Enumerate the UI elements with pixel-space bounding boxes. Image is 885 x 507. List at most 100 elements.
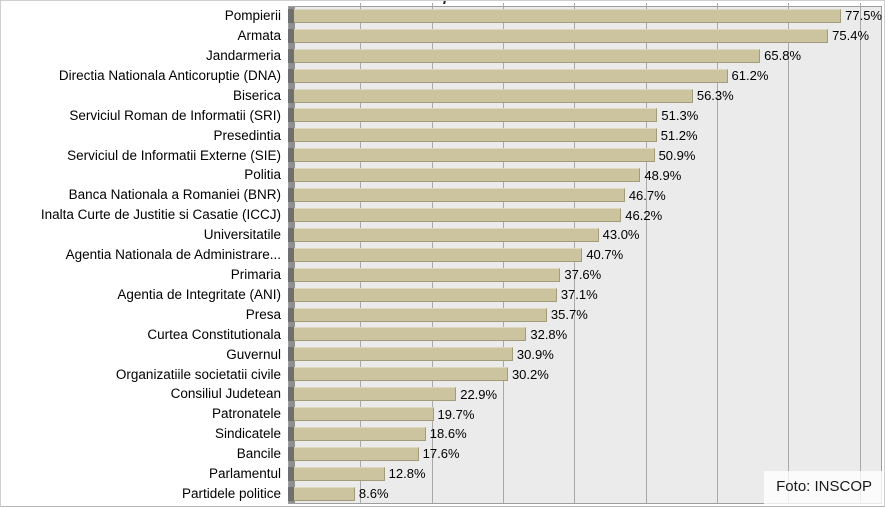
bar bbox=[288, 347, 513, 362]
bar bbox=[287, 168, 641, 183]
bar-row: Biserica 56.3% bbox=[1, 87, 882, 104]
bar-row: Guvernul 30.9% bbox=[1, 346, 882, 362]
bar-row: Partidele politice 8.6% bbox=[1, 485, 882, 502]
value-label: 65.8% bbox=[764, 48, 802, 64]
category-label: Sindicatele bbox=[214, 426, 281, 442]
bar-row: Consiliul Judetean 22.9% bbox=[1, 387, 882, 402]
value-label: 50.9% bbox=[658, 147, 696, 163]
category-label: Jandarmeria bbox=[205, 48, 281, 64]
gridline bbox=[645, 3, 647, 503]
bar-row: Parlamentul 12.8% bbox=[1, 466, 882, 482]
bar-row: Serviciul Roman de Informatii (SRI) 51.3% bbox=[1, 107, 882, 123]
bar-track: 48.9% bbox=[287, 167, 882, 183]
bar-track: 18.6% bbox=[288, 426, 882, 442]
bar bbox=[288, 88, 693, 103]
bar-row: Presa 35.7% bbox=[1, 306, 882, 323]
value-label: 17.6% bbox=[422, 446, 460, 462]
bar-track: 30.9% bbox=[288, 347, 882, 362]
bar-row: Armata 75.4% bbox=[1, 28, 882, 44]
category-label: Directia Nationala Anticoruptie (DNA) bbox=[58, 67, 281, 83]
bar bbox=[288, 407, 434, 422]
category-label: Presa bbox=[245, 306, 281, 322]
bar-track: 35.7% bbox=[288, 307, 882, 323]
bar bbox=[287, 48, 761, 63]
category-label: Agentia de Integritate (ANI) bbox=[117, 286, 281, 302]
bar bbox=[288, 128, 657, 143]
category-label: Organizatiile societatii civile bbox=[115, 366, 281, 382]
bar-track: 56.3% bbox=[288, 88, 882, 104]
value-label: 40.7% bbox=[586, 247, 624, 263]
bar-track: 75.4% bbox=[287, 28, 882, 44]
gridline bbox=[716, 3, 718, 503]
bar-row: Primaria 37.6% bbox=[1, 266, 882, 283]
value-label: 51.3% bbox=[661, 107, 699, 123]
bar-track: 8.6% bbox=[288, 486, 882, 502]
category-label: Inalta Curte de Justitie si Casatie (ICC… bbox=[40, 207, 281, 223]
category-label: Pompierii bbox=[224, 8, 281, 24]
bar-track: 32.8% bbox=[287, 327, 882, 342]
bar-row: Politia 48.9% bbox=[1, 167, 882, 183]
bar bbox=[288, 367, 508, 382]
category-label: Presedintia bbox=[213, 127, 281, 143]
category-label: Bancile bbox=[236, 446, 281, 462]
bar-row: Universitatile 43.0% bbox=[1, 227, 882, 243]
category-label: Politia bbox=[244, 167, 281, 183]
bar-track: 50.9% bbox=[288, 147, 882, 163]
bar bbox=[287, 267, 561, 282]
bar-track: 17.6% bbox=[288, 446, 882, 462]
bar bbox=[288, 307, 547, 322]
category-label: Guvernul bbox=[226, 346, 281, 362]
bar-track: 61.2% bbox=[288, 68, 882, 84]
bar bbox=[287, 8, 842, 23]
category-label: Serviciul de Informatii Externe (SIE) bbox=[67, 147, 281, 163]
bar bbox=[287, 387, 457, 402]
category-label: Primaria bbox=[230, 266, 281, 282]
bar-track: 22.9% bbox=[287, 387, 882, 402]
value-label: 37.6% bbox=[564, 267, 602, 283]
category-label: Partidele politice bbox=[181, 485, 281, 501]
category-label: Serviciul Roman de Informatii (SRI) bbox=[69, 107, 281, 123]
value-label: 8.6% bbox=[358, 486, 389, 502]
value-label: 19.7% bbox=[437, 406, 475, 422]
value-label: 56.3% bbox=[696, 88, 734, 104]
bar bbox=[287, 28, 829, 43]
bar-track: 40.7% bbox=[287, 247, 882, 263]
bar bbox=[288, 486, 355, 501]
category-label: Agentia Nationala de Administrare... bbox=[65, 247, 281, 263]
source-watermark: Foto: INSCOP bbox=[764, 471, 884, 504]
bar bbox=[287, 108, 658, 123]
bar bbox=[288, 227, 599, 242]
category-label: Banca Nationala a Romaniei (BNR) bbox=[68, 187, 281, 203]
value-label: 51.2% bbox=[660, 127, 698, 143]
value-label: 12.8% bbox=[388, 466, 426, 482]
bar bbox=[288, 68, 728, 83]
bar-track: 37.6% bbox=[287, 267, 882, 283]
bar-track: 46.2% bbox=[287, 208, 882, 223]
value-label: 30.2% bbox=[511, 366, 549, 382]
bar-track: 43.0% bbox=[288, 227, 882, 243]
bar-row: Directia Nationala Anticoruptie (DNA) 61.… bbox=[1, 67, 882, 84]
value-label: 75.4% bbox=[832, 28, 870, 44]
bar-track: 65.8% bbox=[287, 48, 882, 64]
bar-row: Agentia Nationala de Administrare... 40.7… bbox=[1, 247, 882, 263]
bar-row: Inalta Curte de Justitie si Casatie (ICC… bbox=[1, 207, 882, 223]
category-label: Biserica bbox=[232, 87, 281, 103]
value-label: 43.0% bbox=[602, 227, 640, 243]
bar bbox=[288, 287, 557, 302]
chart-title: % din totalul raspunsurilor. bbox=[319, 1, 531, 5]
bar-row: Curtea Constitutionala 32.8% bbox=[1, 327, 882, 342]
value-label: 48.9% bbox=[644, 167, 682, 183]
bar-track: 12.8% bbox=[288, 466, 882, 482]
bar-row: Bancile 17.6% bbox=[1, 446, 882, 462]
bar-rows: Pompierii 77.5% Armata 75.4% Jandarmeria 65.8… bbox=[1, 6, 882, 504]
bar-row: Sindicatele 18.6% bbox=[1, 426, 882, 442]
bar-track: 77.5% bbox=[287, 8, 882, 23]
value-label: 18.6% bbox=[429, 426, 467, 442]
bar bbox=[287, 208, 622, 223]
bar-track: 37.1% bbox=[288, 287, 882, 302]
category-label: Patronatele bbox=[211, 406, 281, 422]
value-label: 35.7% bbox=[550, 307, 588, 323]
bar-track: 19.7% bbox=[288, 406, 882, 422]
value-label: 61.2% bbox=[731, 68, 769, 84]
category-label: Universitatile bbox=[203, 227, 281, 243]
